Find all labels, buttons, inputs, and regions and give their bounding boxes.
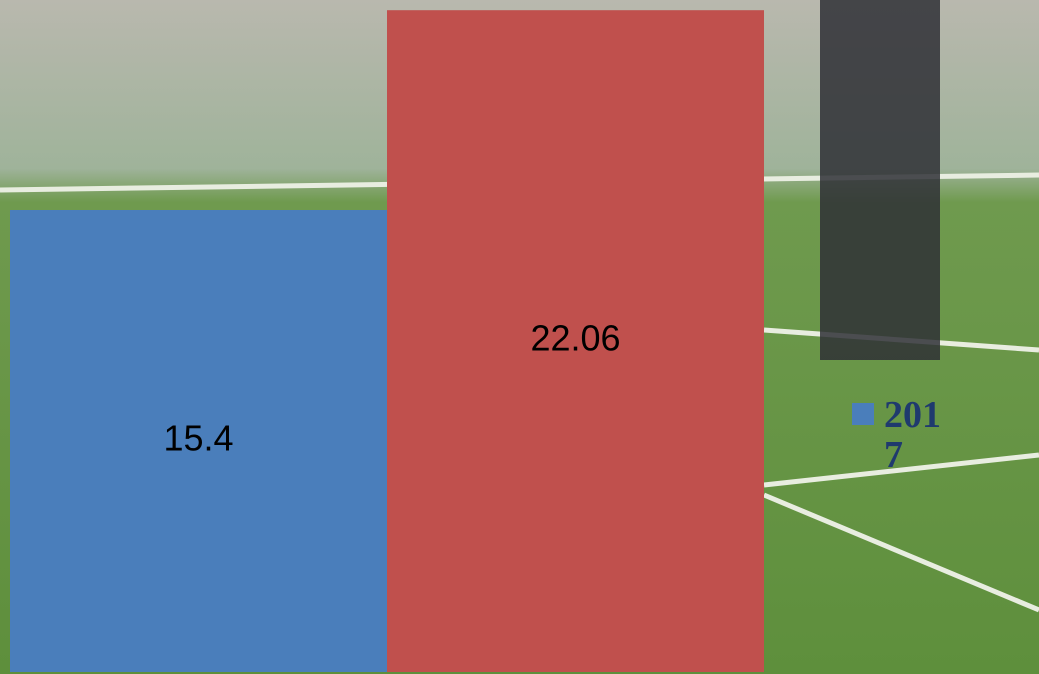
legend-swatch — [852, 403, 874, 425]
legend: 2017 — [852, 395, 950, 475]
person-silhouette — [820, 0, 940, 360]
value-label: 22.06 — [530, 318, 620, 359]
chart: 15.4 22.06 — [0, 0, 1039, 674]
legend-label: 2017 — [884, 395, 950, 475]
page: 15.4 22.06 2017 — [0, 0, 1039, 674]
value-label: 15.4 — [163, 418, 233, 459]
